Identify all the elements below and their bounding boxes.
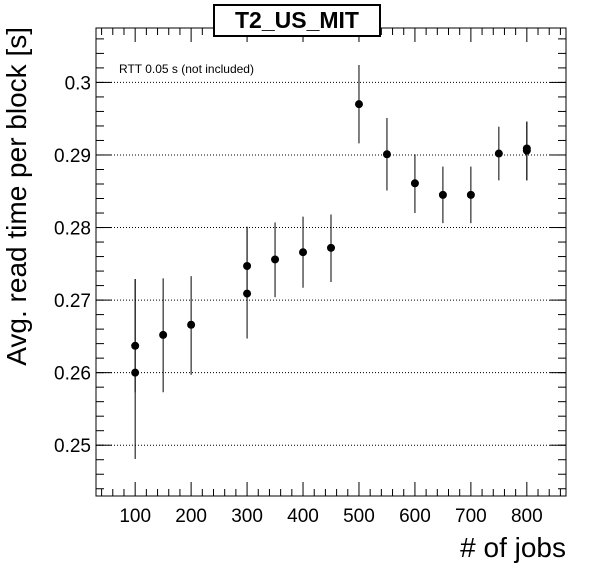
x-axis-label: # of jobs bbox=[460, 532, 566, 563]
chart-title: T2_US_MIT bbox=[213, 4, 381, 37]
y-tick-label: 0.27 bbox=[54, 291, 91, 312]
axis-tick-labels: 0.25 0.26 0.27 0.28 0.29 0.3 100 200 300 400 500 60… bbox=[54, 73, 543, 527]
data-point bbox=[466, 190, 475, 199]
error-bars bbox=[134, 65, 528, 459]
data-point bbox=[131, 368, 140, 377]
data-point bbox=[131, 341, 140, 350]
data-point bbox=[299, 248, 308, 257]
data-point bbox=[243, 289, 252, 298]
x-tick-label: 100 bbox=[119, 506, 151, 527]
y-axis-label: Avg. read time per block [s] bbox=[1, 27, 32, 366]
data-point bbox=[159, 330, 168, 339]
data-points bbox=[131, 100, 531, 377]
x-tick-label: 800 bbox=[511, 506, 543, 527]
y-tick-label: 0.26 bbox=[54, 364, 91, 385]
y-tick-label: 0.3 bbox=[65, 73, 91, 94]
data-point bbox=[354, 100, 363, 109]
x-tick-label: 600 bbox=[399, 506, 431, 527]
y-tick-label: 0.29 bbox=[54, 146, 91, 167]
data-point bbox=[522, 146, 531, 155]
data-point bbox=[382, 150, 391, 159]
data-point bbox=[187, 320, 196, 329]
data-point bbox=[243, 261, 252, 270]
x-tick-label: 200 bbox=[175, 506, 207, 527]
data-point bbox=[494, 149, 503, 158]
data-point bbox=[438, 190, 447, 199]
x-tick-label: 400 bbox=[287, 506, 319, 527]
data-point bbox=[271, 255, 280, 264]
x-tick-label: 700 bbox=[455, 506, 487, 527]
x-tick-label: 300 bbox=[231, 506, 263, 527]
y-tick-label: 0.25 bbox=[54, 436, 91, 457]
data-point bbox=[327, 243, 335, 252]
data-point bbox=[410, 179, 419, 188]
x-tick-label: 500 bbox=[343, 506, 375, 527]
rtt-annotation: RTT 0.05 s (not included) bbox=[119, 62, 254, 76]
y-tick-label: 0.28 bbox=[54, 219, 91, 240]
